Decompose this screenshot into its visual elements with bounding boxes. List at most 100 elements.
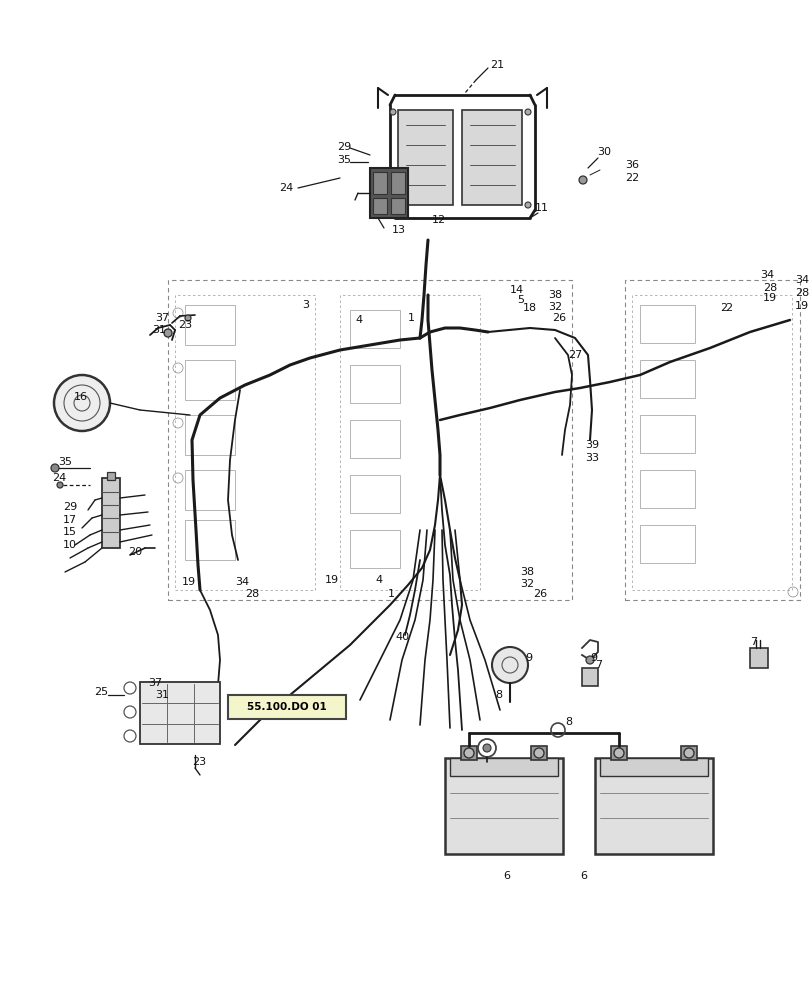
Circle shape — [534, 748, 543, 758]
Text: 34: 34 — [759, 270, 773, 280]
Bar — [185, 470, 234, 510]
Text: 40: 40 — [394, 632, 409, 642]
Text: 26: 26 — [532, 589, 547, 599]
Bar — [107, 472, 115, 480]
Text: 4: 4 — [354, 315, 362, 325]
Text: 28: 28 — [762, 283, 776, 293]
Text: 1: 1 — [407, 313, 414, 323]
Circle shape — [164, 329, 172, 337]
Bar — [175, 295, 315, 590]
Text: 34: 34 — [234, 577, 249, 587]
Bar — [350, 365, 400, 403]
Text: 3: 3 — [302, 300, 309, 310]
Circle shape — [525, 202, 530, 208]
Text: 9: 9 — [590, 653, 596, 663]
Text: 24: 24 — [279, 183, 293, 193]
Text: 36: 36 — [624, 160, 638, 170]
Text: 23: 23 — [191, 757, 206, 767]
Text: 24: 24 — [52, 473, 67, 483]
Bar — [391, 198, 405, 214]
Text: 28: 28 — [794, 288, 809, 298]
Text: 4: 4 — [375, 575, 382, 585]
Text: 21: 21 — [489, 60, 504, 70]
Bar — [350, 475, 400, 513]
Bar — [350, 310, 400, 348]
Bar — [449, 758, 557, 776]
Bar — [350, 420, 400, 458]
Text: 32: 32 — [547, 302, 561, 312]
Text: 37: 37 — [155, 313, 169, 323]
Bar — [680, 746, 696, 760]
Text: 37: 37 — [148, 678, 162, 688]
Bar — [185, 360, 234, 400]
Text: 13: 13 — [392, 225, 406, 235]
Text: 2: 2 — [719, 303, 726, 313]
Circle shape — [586, 656, 594, 664]
Bar — [599, 758, 707, 776]
Bar — [139, 682, 220, 744]
Circle shape — [54, 375, 109, 431]
Bar — [639, 470, 694, 508]
Circle shape — [613, 748, 623, 758]
Bar — [391, 172, 405, 194]
Text: 23: 23 — [178, 320, 192, 330]
Bar — [581, 668, 597, 686]
Circle shape — [463, 748, 474, 758]
Bar — [340, 295, 479, 590]
Text: 19: 19 — [324, 575, 339, 585]
Bar — [397, 110, 453, 205]
Text: 29: 29 — [63, 502, 77, 512]
Text: 38: 38 — [519, 567, 534, 577]
Bar — [530, 746, 547, 760]
Text: 6: 6 — [502, 871, 509, 881]
Text: 31: 31 — [152, 325, 165, 335]
Bar — [639, 415, 694, 453]
Bar — [372, 172, 387, 194]
Text: 7: 7 — [749, 637, 756, 647]
Bar — [228, 695, 345, 719]
Text: 15: 15 — [63, 527, 77, 537]
Text: 2: 2 — [724, 303, 732, 313]
Text: 9: 9 — [525, 653, 531, 663]
Bar — [639, 525, 694, 563]
Bar — [639, 305, 694, 343]
Text: 35: 35 — [337, 155, 350, 165]
Bar — [631, 295, 791, 590]
Text: 22: 22 — [624, 173, 638, 183]
Text: 16: 16 — [74, 392, 88, 402]
Bar — [185, 305, 234, 345]
Text: 19: 19 — [794, 301, 808, 311]
Text: 8: 8 — [495, 690, 501, 700]
Bar — [639, 360, 694, 398]
Text: 32: 32 — [519, 579, 534, 589]
Bar — [444, 758, 562, 854]
Bar — [168, 280, 571, 600]
Text: 38: 38 — [547, 290, 561, 300]
Bar — [594, 758, 712, 854]
Text: 6: 6 — [579, 871, 586, 881]
Text: 19: 19 — [762, 293, 776, 303]
Text: 19: 19 — [182, 577, 196, 587]
Bar — [102, 478, 120, 548]
Text: 12: 12 — [431, 215, 445, 225]
Circle shape — [483, 744, 491, 752]
Circle shape — [578, 176, 586, 184]
Text: 33: 33 — [584, 453, 599, 463]
Text: 31: 31 — [155, 690, 169, 700]
Bar — [749, 648, 767, 668]
Text: 29: 29 — [337, 142, 351, 152]
Circle shape — [389, 202, 396, 208]
Circle shape — [525, 109, 530, 115]
Bar — [372, 198, 387, 214]
Text: 11: 11 — [534, 203, 548, 213]
Text: 25: 25 — [94, 687, 108, 697]
Text: 30: 30 — [596, 147, 610, 157]
Bar — [610, 746, 626, 760]
Bar — [370, 168, 407, 218]
Text: 18: 18 — [522, 303, 536, 313]
Text: 14: 14 — [509, 285, 523, 295]
Text: 17: 17 — [63, 515, 77, 525]
Bar — [350, 530, 400, 568]
Text: 39: 39 — [584, 440, 599, 450]
Text: 27: 27 — [568, 350, 581, 360]
